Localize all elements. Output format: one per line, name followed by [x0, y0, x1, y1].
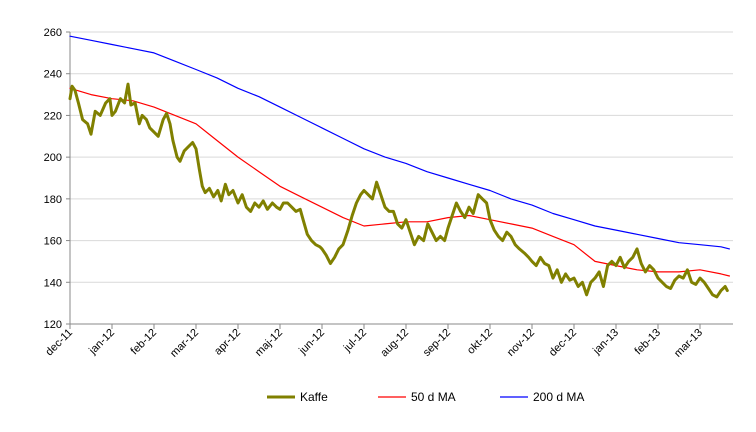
y-tick-label: 180: [44, 194, 62, 206]
y-tick-label: 260: [44, 27, 62, 39]
x-tick-label: jun-12: [296, 327, 327, 358]
y-tick-label: 140: [44, 277, 62, 289]
x-tick-label: maj-12: [253, 327, 285, 359]
y-tick-label: 200: [44, 152, 62, 164]
x-tick-label: mar-12: [168, 327, 201, 360]
y-axis-ticks: 120 140 160 180 200 220 240 260: [44, 27, 70, 331]
series-lines: [68, 35, 731, 299]
x-tick-label: okt-12: [465, 327, 495, 357]
x-tick-label: sep-12: [421, 327, 453, 359]
series-line-200-d-ma: [69, 35, 731, 250]
y-tick-label: 220: [44, 110, 62, 122]
y-gridlines: [70, 31, 733, 283]
x-axis-ticks: dec-11 jan-12 feb-12 mar-12 apr-12 maj-12 jun-…: [43, 324, 705, 360]
legend-label: 50 d MA: [411, 390, 456, 404]
x-tick-label: dec-12: [547, 327, 579, 359]
x-tick-label: jan-13: [590, 327, 621, 358]
legend: Kaffe 50 d MA 200 d MA: [267, 390, 584, 404]
x-tick-label: jan-12: [86, 327, 117, 358]
x-tick-label: aug-12: [378, 327, 411, 360]
x-tick-label: feb-13: [633, 327, 664, 358]
y-tick-label: 240: [44, 69, 62, 81]
y-tick-label: 160: [44, 236, 62, 248]
x-tick-label: dec-11: [43, 327, 75, 359]
x-tick-label: mar-13: [672, 327, 705, 360]
x-tick-label: jul-12: [341, 327, 369, 355]
y-tick-label: 120: [44, 319, 62, 331]
x-tick-label: feb-12: [129, 327, 160, 358]
series-line-kaffe: [68, 82, 729, 299]
x-tick-label: apr-12: [212, 327, 243, 358]
legend-label: Kaffe: [300, 390, 328, 404]
x-tick-label: nov-12: [505, 327, 537, 359]
legend-label: 200 d MA: [533, 390, 584, 404]
